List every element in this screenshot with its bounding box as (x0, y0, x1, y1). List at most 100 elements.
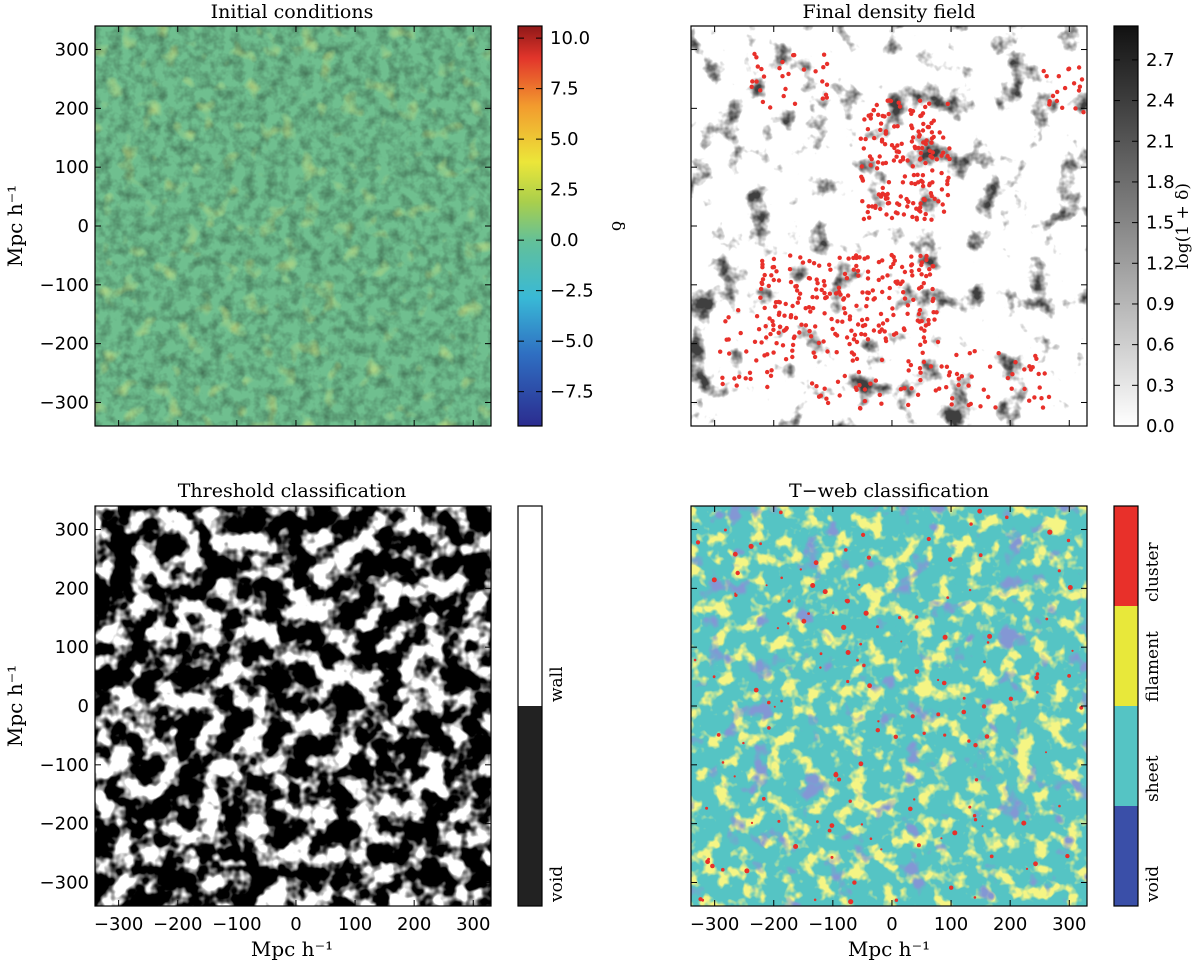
cluster-spot (844, 548, 848, 552)
cluster-spot (986, 641, 990, 644)
xtick-label: 300 (456, 914, 490, 935)
scatter-point (878, 121, 884, 126)
cluster-spot (761, 796, 766, 801)
colorbar-tick-label: 5.0 (550, 129, 579, 150)
scatter-point (1037, 385, 1042, 390)
scatter-point (801, 67, 807, 72)
colorbar-tick-label: 10.0 (550, 28, 590, 49)
scatter-point (815, 281, 820, 286)
scatter-point (800, 260, 806, 265)
scatter-point (807, 328, 812, 334)
scatter-point (783, 301, 788, 307)
cluster-spot (711, 577, 717, 583)
scatter-point (769, 273, 774, 278)
cluster-spot (845, 598, 850, 604)
scatter-point (771, 327, 776, 332)
scatter-point (892, 124, 897, 129)
scatter-point (880, 275, 885, 280)
scatter-points-final (718, 51, 1086, 411)
scatter-point (880, 289, 885, 295)
scatter-point (941, 135, 946, 140)
ytick-label: 100 (55, 637, 89, 658)
cluster-spot (813, 560, 819, 566)
scatter-point (923, 211, 928, 217)
scatter-point (894, 154, 899, 159)
cluster-spot (910, 714, 915, 719)
cluster-spot (748, 543, 754, 549)
ytick-label: 0 (78, 696, 89, 717)
cluster-spot (735, 570, 740, 576)
cluster-spot (1045, 751, 1047, 754)
scatter-point (871, 108, 876, 113)
title-threshold: Threshold classification (178, 480, 407, 502)
scatter-point (879, 357, 885, 363)
scatter-point (760, 281, 765, 287)
cluster-spot (962, 696, 966, 700)
scatter-point (821, 279, 827, 284)
scatter-point (858, 136, 863, 141)
scatter-point (774, 269, 779, 274)
scatter-point (777, 310, 782, 315)
cluster-spot (978, 553, 983, 558)
cluster-spot (1045, 617, 1049, 621)
scatter-point (882, 142, 888, 147)
scatter-point (931, 118, 936, 123)
scatter-point (821, 52, 827, 57)
scatter-point (814, 277, 819, 282)
scatter-point (944, 364, 950, 369)
xtick-label: 200 (993, 914, 1027, 935)
cluster-spot (1065, 853, 1070, 859)
cluster-spot (1021, 820, 1027, 826)
scatter-point (844, 335, 850, 340)
scatter-point (889, 143, 895, 148)
cluster-spot (753, 687, 759, 693)
scatter-point (803, 306, 808, 311)
cluster-spot (989, 854, 994, 859)
scatter-point (808, 309, 813, 314)
scatter-point (878, 311, 884, 317)
scatter-point (919, 326, 924, 331)
cluster-spot (822, 589, 828, 595)
scatter-point (924, 138, 929, 143)
cluster-spot (866, 555, 872, 560)
scatter-point (987, 364, 993, 369)
cluster-spot (860, 823, 864, 826)
cluster-spot (693, 658, 697, 662)
scatter-point (814, 295, 820, 300)
scatter-point (793, 315, 799, 320)
ylabel-threshold: Mpc h⁻¹ (3, 665, 27, 747)
cluster-spot (1025, 867, 1029, 871)
scatter-point (916, 267, 922, 273)
xtick-label: −100 (808, 914, 857, 935)
scatter-point (743, 376, 748, 381)
cluster-spot (936, 712, 941, 717)
colorbar-segment-cluster (1114, 506, 1138, 606)
scatter-point (930, 298, 935, 304)
scatter-point (760, 277, 766, 282)
scatter-point (940, 202, 945, 207)
scatter-point (921, 335, 927, 340)
scatter-point (723, 319, 728, 324)
scatter-point (1046, 394, 1052, 400)
cluster-spot (1034, 675, 1039, 681)
scatter-point (895, 201, 900, 206)
scatter-point (905, 204, 910, 209)
scatter-point (893, 210, 899, 215)
scatter-point (871, 328, 877, 333)
cluster-spot (705, 806, 709, 810)
xtick-label: 0 (886, 914, 897, 935)
scatter-point (869, 157, 874, 162)
scatter-point (861, 216, 867, 222)
scatter-point (918, 150, 924, 156)
scatter-point (886, 180, 892, 185)
ytick-label: 300 (55, 40, 89, 61)
cluster-spot (834, 771, 838, 776)
scatter-point (930, 286, 935, 292)
scatter-point (1009, 386, 1014, 391)
cluster-spot (744, 868, 750, 874)
scatter-point (865, 337, 871, 342)
scatter-point (795, 300, 800, 305)
scatter-point (810, 305, 816, 311)
scatter-point (854, 356, 860, 362)
scatter-point (945, 192, 951, 198)
